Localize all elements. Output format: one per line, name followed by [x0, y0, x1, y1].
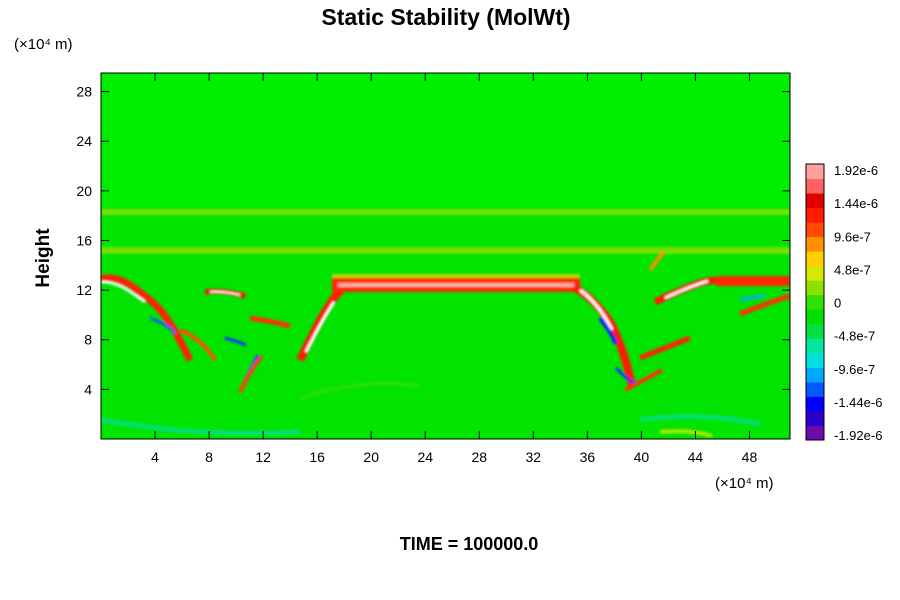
x-tick-label: 28 [471, 449, 487, 465]
colorbar-label: 0 [834, 296, 841, 311]
colorbar-swatch [806, 396, 824, 412]
colorbar-swatch [806, 323, 824, 339]
y-tick-label: 8 [84, 332, 92, 348]
colorbar-swatch [806, 251, 824, 267]
y-tick-label: 16 [76, 232, 92, 248]
ramp-left-core [304, 301, 336, 353]
colorbar-label: 1.92e-6 [834, 163, 878, 178]
left-cloud-top [101, 274, 194, 362]
colorbar-swatch [806, 236, 824, 252]
left-streak-2 [249, 315, 291, 329]
colorbar-swatch [806, 381, 824, 397]
colorbar-swatch [806, 207, 824, 223]
colorbar-label: -4.8e-7 [834, 329, 875, 344]
colorbar-label: -9.6e-7 [834, 362, 875, 377]
colorbar-label: -1.44e-6 [834, 395, 882, 410]
colorbar-label: 1.44e-6 [834, 196, 878, 211]
y-tick-label: 20 [76, 183, 92, 199]
y-axis-unit: (×10⁴ m) [14, 36, 73, 53]
left-streak-4 [238, 354, 264, 393]
colorbar-swatch [806, 309, 824, 325]
y-tick-label: 28 [76, 84, 92, 100]
colorbar-swatch [806, 425, 824, 441]
y-tick-label: 12 [76, 282, 92, 298]
right-streak-1 [639, 335, 691, 361]
x-tick-label: 36 [580, 449, 596, 465]
left-core [101, 280, 146, 304]
x-tick-label: 4 [151, 449, 159, 465]
plot-frame [100, 72, 791, 440]
stable-layer-right [716, 276, 790, 286]
colorbar-label: 9.6e-7 [834, 229, 871, 244]
weak-layer-mid [101, 247, 790, 254]
colorbar: 1.92e-6 1.44e-6 9.6e-7 4.8e-7 0 -4.8e-7 -9.6e-… [805, 163, 882, 443]
upper-uniform-region [101, 73, 790, 208]
right-blue-2 [614, 366, 637, 386]
x-tick-label: 32 [526, 449, 542, 465]
y-axis: 4 8 12 16 20 24 28 [76, 84, 790, 397]
time-footer: TIME = 100000.0 [400, 534, 539, 554]
colorbar-swatch [806, 352, 824, 368]
colorbar-swatch [806, 193, 824, 209]
x-tick-label: 24 [417, 449, 433, 465]
lower-swirl-3 [299, 381, 421, 400]
right-rise-core [664, 279, 709, 300]
colorbar-label: 4.8e-7 [834, 262, 871, 277]
lower-swirl-1 [101, 417, 301, 436]
x-tick-label: 20 [363, 449, 379, 465]
x-axis: 4 8 12 16 20 24 28 32 36 40 44 48 [151, 73, 757, 465]
colorbar-swatch [806, 178, 824, 194]
colorbar-label: -1.92e-6 [834, 428, 882, 443]
colorbar-frame [805, 163, 825, 441]
right-streak-3 [739, 293, 790, 317]
x-tick-label: 44 [688, 449, 704, 465]
left-blue-2 [224, 336, 247, 347]
x-axis-unit: (×10⁴ m) [715, 475, 774, 492]
x-tick-label: 16 [309, 449, 325, 465]
lower-swirl-2 [639, 414, 761, 427]
right-streak-2 [624, 368, 664, 392]
stable-layer-core [338, 283, 574, 287]
x-tick-label: 48 [742, 449, 758, 465]
heatmap-field [101, 73, 790, 439]
x-tick-label: 8 [205, 449, 213, 465]
turbulent-features [101, 209, 790, 438]
x-tick-label: 40 [634, 449, 650, 465]
y-tick-label: 4 [84, 381, 92, 397]
right-blue-1 [598, 316, 618, 345]
weak-layer-upper [101, 209, 790, 215]
left-streak-3 [179, 328, 217, 362]
lower-yellow [659, 429, 713, 438]
right-plume [648, 250, 666, 272]
y-tick-label: 24 [76, 133, 92, 149]
right-blue-3 [739, 294, 766, 302]
colorbar-swatch [806, 367, 824, 383]
x-tick-label: 12 [255, 449, 271, 465]
ramp-right-core [579, 288, 614, 331]
colorbar-swatch [806, 280, 824, 296]
stable-layer-edge [332, 274, 580, 278]
y-axis-label: Height [33, 228, 54, 288]
chart-title: Static Stability (MolWt) [321, 4, 570, 30]
left-streak-1-core [209, 290, 241, 296]
colorbar-swatch [806, 265, 824, 281]
left-blue-1 [149, 316, 177, 335]
colorbar-swatch [806, 164, 824, 180]
colorbar-swatch [806, 294, 824, 310]
colorbar-swatch [806, 222, 824, 238]
colorbar-swatch [806, 410, 824, 426]
colorbar-swatch [806, 338, 824, 354]
